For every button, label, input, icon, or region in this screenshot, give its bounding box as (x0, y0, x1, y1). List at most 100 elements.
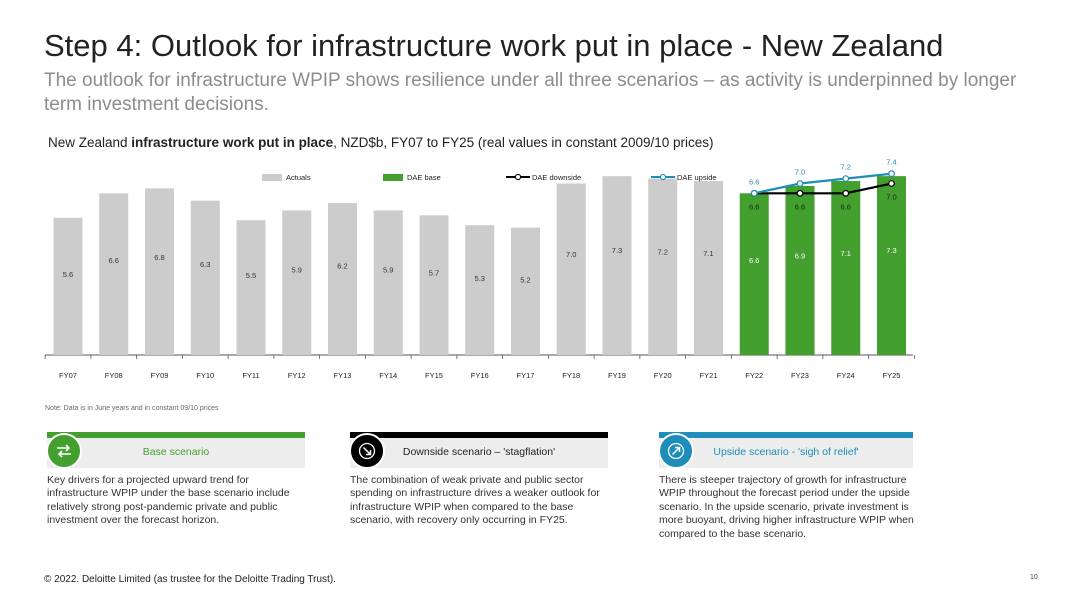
dae-upside-point (796, 180, 804, 187)
x-tick-label: FY16 (471, 371, 489, 380)
bar-actuals (373, 210, 403, 355)
bar-label-actuals: 5.3 (475, 274, 485, 283)
legend-dae-base-label: DAE base (407, 173, 441, 182)
dae-upside-label: 6.6 (749, 177, 759, 186)
bar-actuals (419, 215, 449, 355)
bar-label-actuals: 7.0 (566, 250, 576, 259)
bar-label-actuals: 5.2 (520, 275, 530, 284)
bar-label-dae-base: 7.3 (886, 246, 896, 255)
bar-label-actuals: 6.8 (154, 253, 164, 262)
card-heading-box: Upside scenario - 'sigh of relief' (659, 438, 913, 468)
bar-label-actuals: 7.2 (658, 247, 668, 256)
wpip-bar-chart: FY07 5.6 FY08 6.6 FY09 6.8 FY10 6.3 FY11 5.5 FY12 5… (44, 158, 915, 380)
bar-label-dae-base: 7.1 (841, 249, 851, 258)
bar-actuals (282, 210, 312, 355)
legend-dae-upside-label: DAE upside (677, 173, 717, 182)
x-tick-label: FY07 (59, 371, 77, 380)
x-tick-label: FY08 (105, 371, 123, 380)
x-tick-label: FY15 (425, 371, 443, 380)
x-tick-label: FY21 (700, 371, 718, 380)
bar-actuals (190, 200, 220, 355)
dae-upside-line (754, 172, 892, 195)
card-text: Key drivers for a projected upward trend… (47, 474, 290, 527)
bar-label-actuals: 6.6 (109, 256, 119, 265)
bar-label-actuals: 5.9 (383, 266, 393, 275)
card-text: There is steeper trajectory of growth fo… (659, 474, 914, 540)
legend-dae-base-swatch (383, 174, 403, 181)
arrow-up-right-icon (658, 433, 694, 469)
x-tick-label: FY11 (242, 371, 259, 380)
page-subtitle: The outlook for infrastructure WPIP show… (44, 70, 1017, 115)
bar-actuals (328, 203, 357, 355)
dae-upside-point (842, 175, 850, 183)
dae-upside-point (888, 170, 895, 178)
bar-actuals (145, 188, 174, 355)
dae-downside-line (754, 182, 892, 195)
dae-downside-label: 7.0 (886, 193, 896, 202)
bar-dae-base (739, 193, 769, 355)
bar-label-actuals: 7.3 (612, 246, 622, 255)
card-accent-bar (659, 432, 913, 438)
x-tick-label: FY13 (334, 371, 352, 380)
card-accent-bar (47, 432, 305, 438)
x-tick-label: FY14 (379, 371, 397, 380)
dae-upside-label: 7.0 (795, 168, 805, 177)
card-heading: Downside scenario – 'stagflation' (402, 446, 556, 458)
dae-downside-point (888, 180, 895, 187)
bar-actuals (99, 193, 129, 355)
card-text: The combination of weak private and publ… (350, 474, 600, 527)
x-tick-label: FY18 (562, 371, 580, 380)
bar-label-actuals: 6.2 (337, 261, 347, 270)
x-tick-label: FY09 (151, 371, 169, 380)
bar-dae-base (877, 176, 906, 355)
bar-label-dae-base: 6.9 (795, 252, 805, 261)
x-tick-label: FY19 (608, 371, 626, 380)
bar-label-dae-base: 6.6 (749, 256, 759, 265)
dae-upside-label: 7.2 (841, 163, 851, 172)
legend-actuals-swatch (262, 174, 282, 181)
swap-arrows-icon (46, 433, 82, 469)
chart-title: New Zealand infrastructure work put in p… (48, 135, 714, 150)
footer-copyright: © 2022. Deloitte Limited (as trustee for… (44, 574, 336, 585)
card-heading: Base scenario (142, 446, 210, 458)
x-tick-label: FY20 (654, 371, 672, 380)
x-tick-label: FY17 (517, 371, 535, 380)
bar-dae-base (785, 185, 815, 355)
bar-actuals (556, 183, 586, 355)
bar-actuals (648, 178, 678, 355)
dae-downside-label: 6.6 (749, 202, 759, 211)
x-tick-label: FY10 (196, 371, 214, 380)
x-tick-label: FY12 (288, 371, 306, 380)
card-heading-box: Downside scenario – 'stagflation' (350, 438, 608, 468)
legend-actuals-label: Actuals (286, 173, 311, 182)
page-number: 10 (1030, 574, 1038, 581)
bar-actuals (53, 217, 83, 355)
bar-actuals (236, 220, 266, 355)
bar-actuals (465, 225, 495, 355)
legend-dae-downside-marker (514, 173, 522, 181)
card-heading: Upside scenario - 'sigh of relief' (713, 446, 859, 458)
x-tick-label: FY22 (745, 371, 763, 380)
bar-label-actuals: 5.7 (429, 268, 439, 277)
x-tick-label: FY24 (837, 371, 855, 380)
bar-label-actuals: 7.1 (703, 249, 713, 258)
dae-upside-label: 7.4 (886, 158, 896, 167)
arrow-down-right-icon (349, 433, 385, 469)
x-tick-label: FY23 (791, 371, 809, 380)
dae-upside-point (750, 189, 758, 197)
page-title: Step 4: Outlook for infrastructure work … (44, 28, 944, 63)
x-tick-label: FY25 (883, 371, 901, 380)
bar-actuals (511, 227, 540, 355)
dae-downside-point (796, 189, 804, 197)
bar-label-actuals: 5.6 (63, 270, 73, 279)
dae-downside-label: 6.6 (795, 202, 805, 211)
card-accent-bar (350, 432, 608, 438)
legend-dae-downside-label: DAE downside (532, 173, 581, 182)
dae-downside-label: 6.6 (841, 202, 851, 211)
bar-actuals (602, 176, 632, 355)
bar-label-actuals: 6.3 (200, 260, 210, 269)
dae-downside-point (842, 189, 850, 197)
bar-dae-base (831, 181, 861, 355)
legend-dae-upside-marker (659, 173, 667, 181)
bar-label-actuals: 5.5 (246, 271, 256, 280)
